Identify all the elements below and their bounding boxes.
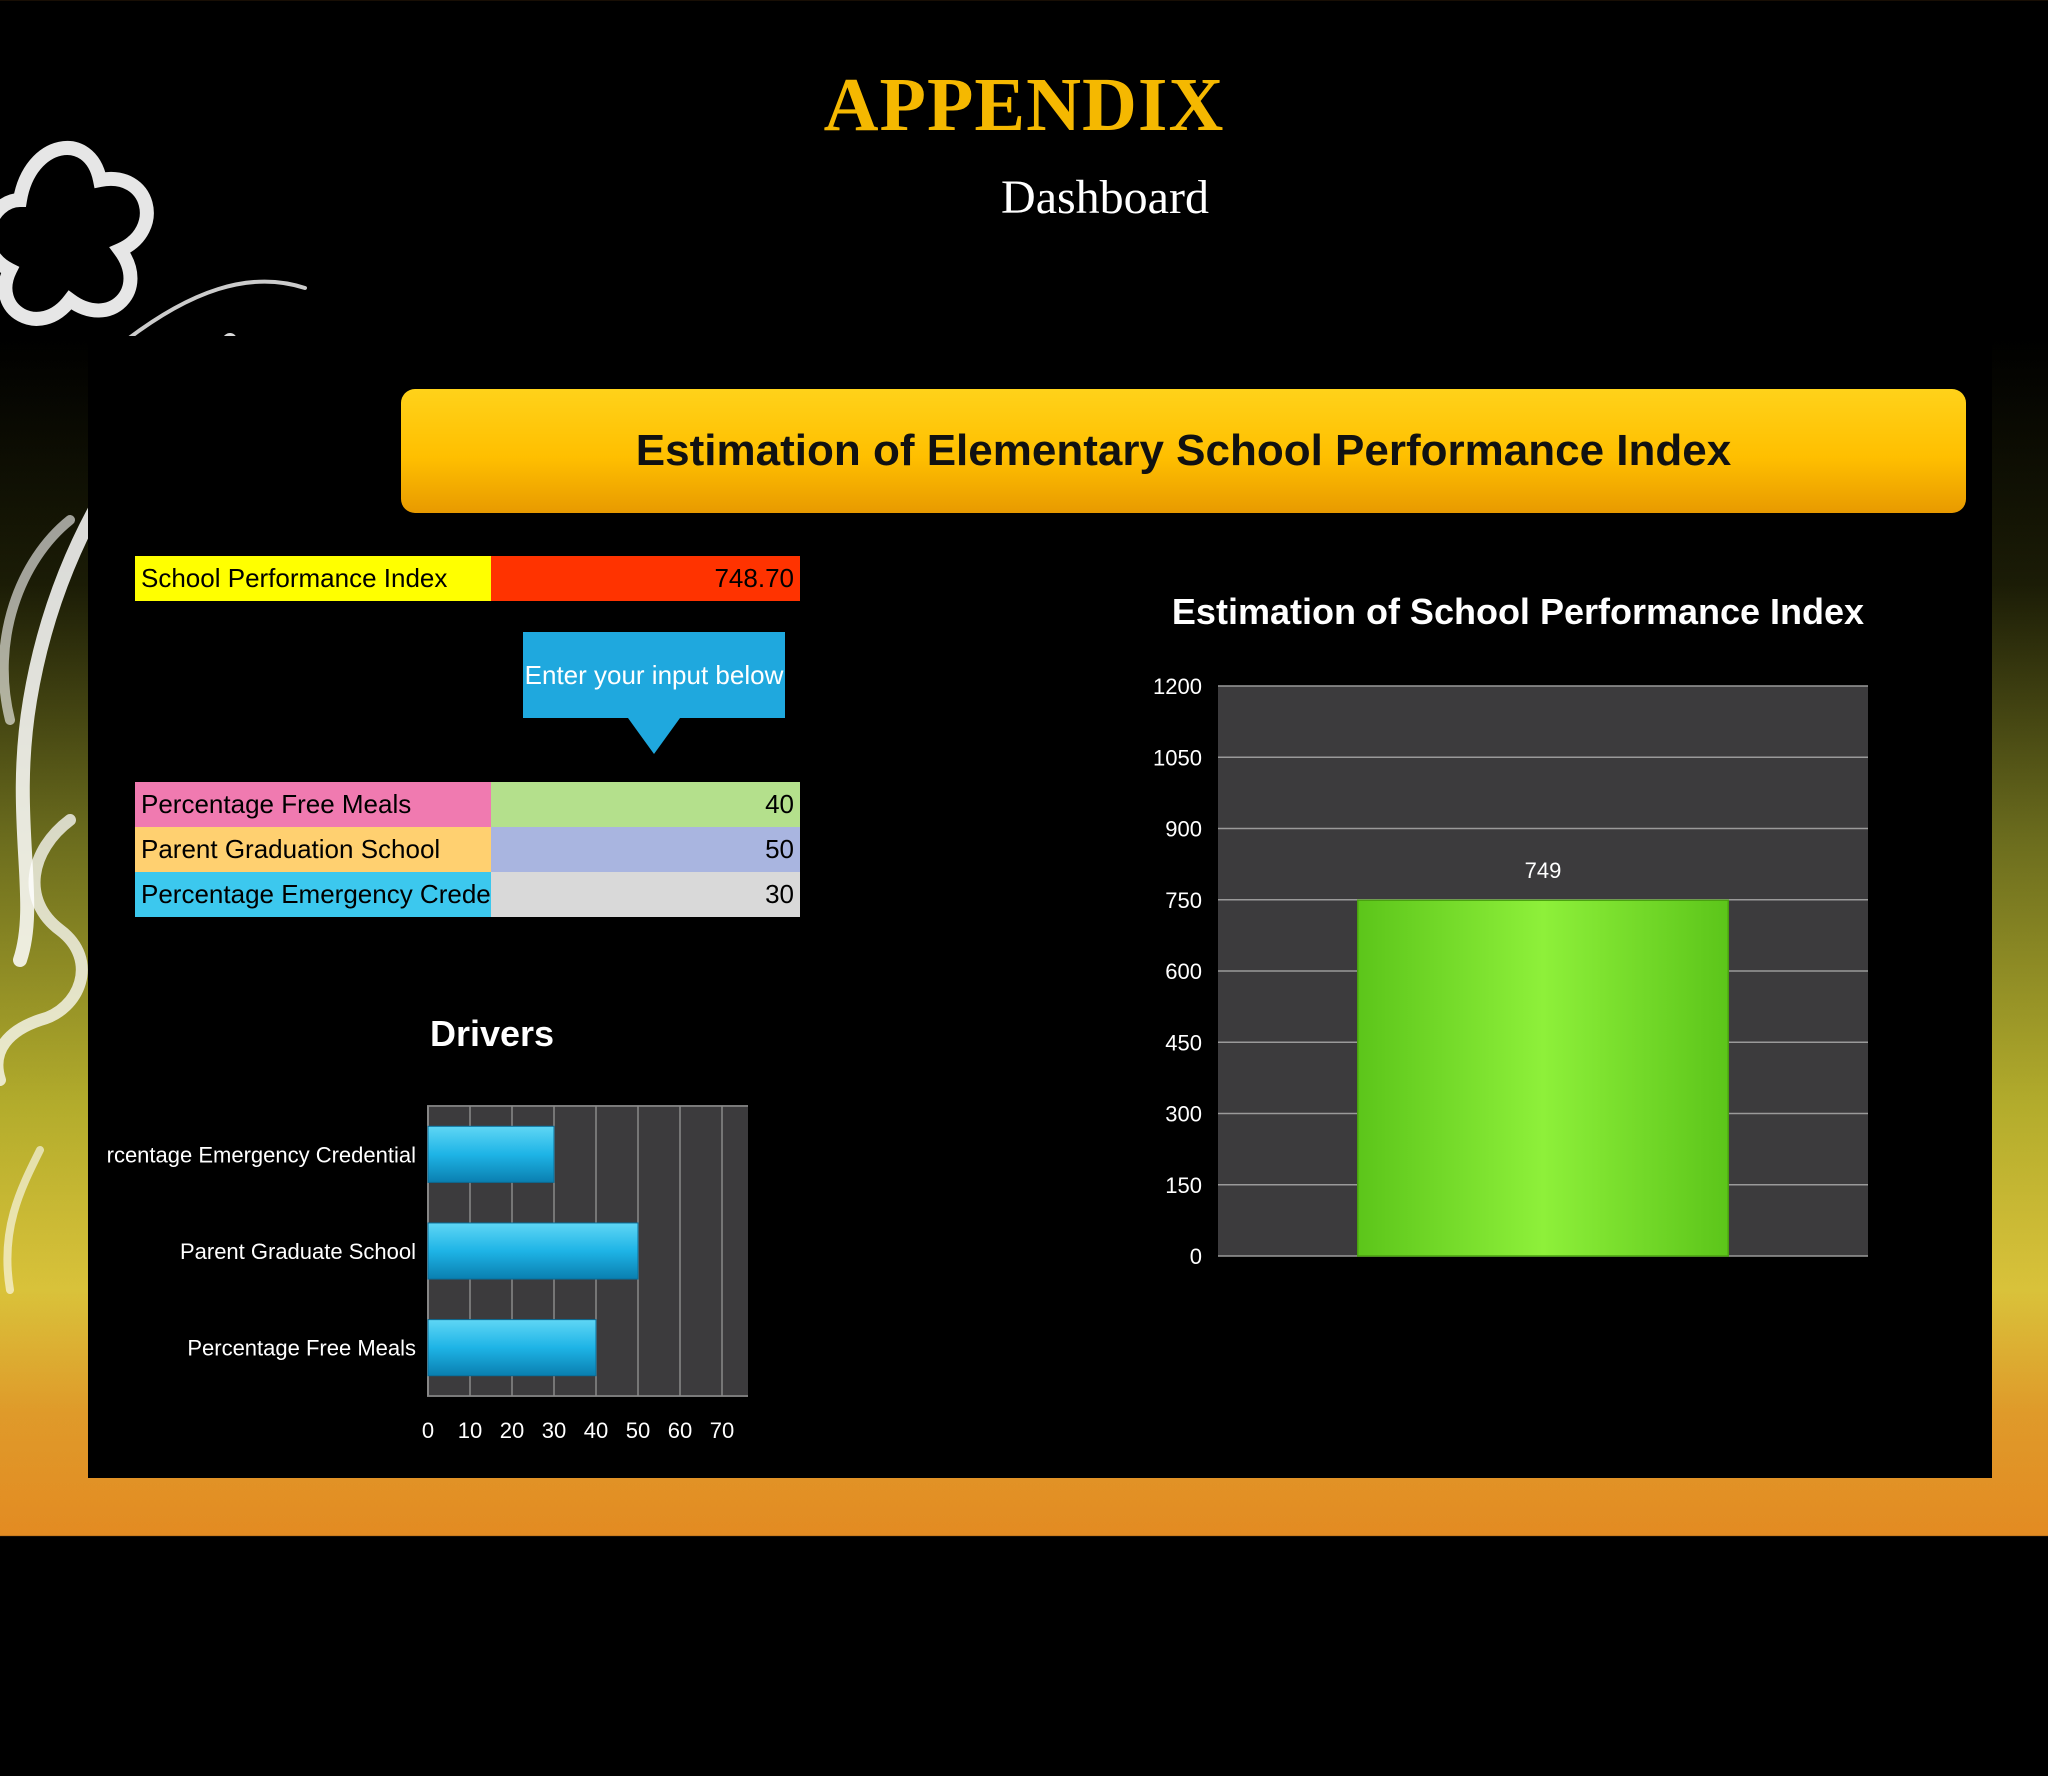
input-value-free-meals[interactable]: 40 xyxy=(491,782,800,827)
input-callout: Enter your input below xyxy=(523,632,785,718)
spi-row: School Performance Index 748.70 xyxy=(135,556,800,601)
input-value-parent-graduation[interactable]: 50 xyxy=(491,827,800,872)
input-label: Percentage Emergency Credentia xyxy=(135,872,491,917)
dashboard-banner: Estimation of Elementary School Performa… xyxy=(401,389,1966,513)
spi-y-tick-label: 300 xyxy=(1165,1102,1202,1127)
drivers-category-label: Percentage Emergency Credential xyxy=(108,1142,416,1167)
drivers-x-tick-label: 30 xyxy=(542,1418,566,1443)
spi-y-tick-label: 750 xyxy=(1165,888,1202,913)
drivers-x-tick-label: 50 xyxy=(626,1418,650,1443)
spi-chart-title: Estimation of School Performance Index xyxy=(1172,591,1864,632)
drivers-chart-title: Drivers xyxy=(430,1013,554,1054)
spi-chart: Estimation of School Performance Index 0 1… xyxy=(1153,591,1868,1269)
input-value-emergency-credential[interactable]: 30 xyxy=(491,872,800,917)
drivers-bar xyxy=(427,1319,597,1377)
spi-label: School Performance Index xyxy=(135,556,491,601)
drivers-bar xyxy=(427,1222,639,1280)
spi-y-tick-label: 900 xyxy=(1165,817,1202,842)
drivers-category-label: Parent Graduate School xyxy=(180,1239,416,1264)
input-label: Percentage Free Meals xyxy=(135,782,491,827)
drivers-x-tick-label: 60 xyxy=(668,1418,692,1443)
drivers-x-tick-label: 70 xyxy=(710,1418,734,1443)
input-row-emergency-credential: Percentage Emergency Credentia 30 xyxy=(135,872,800,917)
drivers-chart: Drivers0102030405060708090100Percentage … xyxy=(108,1013,748,1443)
callout-arrow-icon xyxy=(628,718,680,754)
spi-value: 748.70 xyxy=(491,556,800,601)
spi-y-tick-label: 150 xyxy=(1165,1173,1202,1198)
input-row-free-meals: Percentage Free Meals 40 xyxy=(135,782,800,827)
spi-bar xyxy=(1357,899,1729,1257)
slide-title: APPENDIX xyxy=(823,63,1225,147)
drivers-x-tick-label: 40 xyxy=(584,1418,608,1443)
spi-y-tick-label: 1200 xyxy=(1153,674,1202,699)
spi-y-tick-label: 450 xyxy=(1165,1030,1202,1055)
drivers-x-tick-label: 0 xyxy=(422,1418,434,1443)
spi-y-tick-label: 0 xyxy=(1190,1244,1202,1269)
dashboard-panel: Estimation of Elementary School Performa… xyxy=(88,336,1992,1478)
slide-subtitle: Dashboard xyxy=(1001,171,1209,224)
drivers-x-tick-label: 20 xyxy=(500,1418,524,1443)
drivers-x-tick-label: 10 xyxy=(458,1418,482,1443)
drivers-category-label: Percentage Free Meals xyxy=(187,1336,416,1361)
spi-y-tick-label: 1050 xyxy=(1153,745,1202,770)
spi-data-label: 749 xyxy=(1525,858,1562,883)
input-row-parent-graduation: Parent Graduation School 50 xyxy=(135,827,800,872)
input-label: Parent Graduation School xyxy=(135,827,491,872)
drivers-bar xyxy=(427,1125,555,1183)
spi-y-tick-label: 600 xyxy=(1165,959,1202,984)
